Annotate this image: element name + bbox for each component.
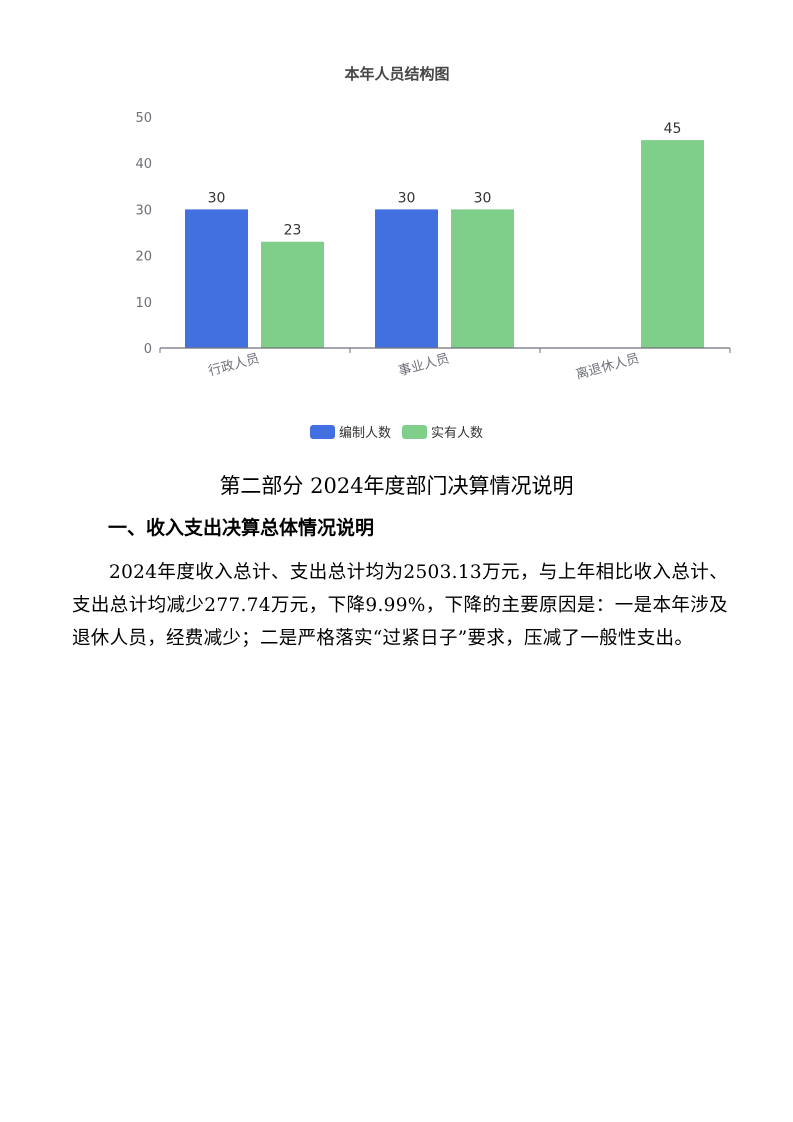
legend-label: 编制人数 bbox=[339, 426, 391, 441]
bars: 30 30 23 30 45 bbox=[185, 121, 704, 348]
data-label: 30 bbox=[398, 190, 416, 206]
x-axis: 行政人员 事业人员 离退休人员 bbox=[159, 347, 731, 383]
legend-label: 实有人数 bbox=[431, 426, 483, 441]
bar-actual bbox=[451, 209, 514, 348]
chart-title: 本年人员结构图 bbox=[344, 65, 449, 83]
bar-actual bbox=[641, 140, 704, 348]
subsection-title: 一、收入支出决算总体情况说明 bbox=[108, 517, 375, 539]
y-axis: 0 10 20 30 40 50 bbox=[135, 111, 152, 357]
data-label: 30 bbox=[474, 190, 492, 206]
section-title: 第二部分 2024年度部门决算情况说明 bbox=[219, 474, 574, 498]
data-label: 45 bbox=[664, 121, 682, 137]
x-tick-label: 行政人员 bbox=[207, 351, 261, 379]
y-tick-label: 10 bbox=[135, 296, 152, 311]
personnel-structure-chart: 本年人员结构图 0 10 20 30 40 50 30 30 23 30 45 行政人员 事业人员 离… bbox=[135, 65, 731, 441]
data-label: 23 bbox=[284, 223, 302, 239]
bar-authorized bbox=[375, 209, 438, 348]
y-tick-label: 0 bbox=[144, 342, 152, 357]
y-tick-label: 50 bbox=[135, 111, 152, 126]
bar-actual bbox=[261, 241, 324, 348]
data-label: 30 bbox=[208, 190, 226, 206]
y-tick-label: 20 bbox=[135, 250, 152, 265]
x-tick-label: 离退休人员 bbox=[574, 350, 641, 382]
y-tick-label: 40 bbox=[135, 157, 152, 172]
legend-swatch bbox=[310, 425, 335, 439]
x-tick-label: 事业人员 bbox=[397, 351, 451, 379]
legend: 编制人数 实有人数 bbox=[310, 425, 483, 441]
bar-authorized bbox=[185, 209, 248, 348]
legend-swatch bbox=[402, 425, 427, 439]
y-tick-label: 30 bbox=[135, 203, 152, 218]
body-paragraph: 2024年度收入总计、支出总计均为2503.13万元，与上年相比收入总计、支出总… bbox=[72, 562, 728, 649]
